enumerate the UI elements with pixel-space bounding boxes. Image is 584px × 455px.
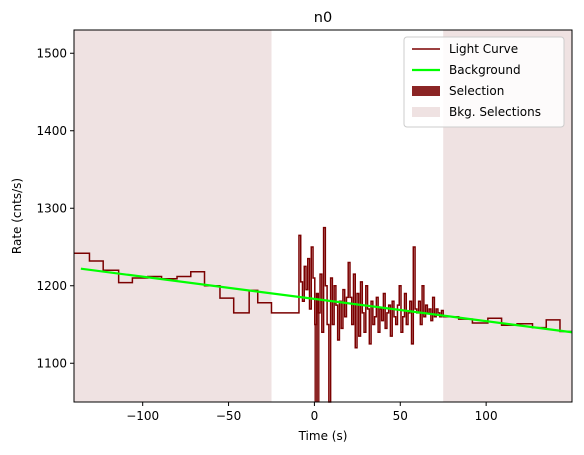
bkg-selection-region-0: [74, 30, 272, 402]
plot-frame: [73, 29, 573, 403]
legend-label-2: Selection: [449, 84, 504, 98]
legend: Light Curve Background Selection Bkg. Selec…: [403, 36, 565, 128]
y-axis-label: Rate (cnts/s): [10, 178, 24, 254]
legend-label-0: Light Curve: [449, 42, 518, 56]
x-tick-label: −50: [216, 409, 241, 423]
chart-title: n0: [314, 10, 332, 26]
y-tick-label: 1300: [36, 201, 67, 215]
legend-swatch-2: [412, 86, 440, 96]
legend-box: [403, 36, 565, 128]
y-axis-ticks: 1100 1200 1300 1400 1500: [36, 46, 74, 370]
x-tick-label: −100: [126, 409, 159, 423]
light-curve-line: [74, 226, 572, 403]
y-tick-label: 1200: [36, 279, 67, 293]
legend-label-3: Bkg. Selections: [449, 105, 541, 119]
light-curve-layer: [74, 226, 572, 403]
x-tick-label: 0: [311, 409, 319, 423]
background-layer: [80, 267, 573, 334]
x-axis-ticks: −100 −50 0 50 100: [126, 402, 498, 423]
y-tick-label: 1400: [36, 124, 67, 138]
legend-label-1: Background: [449, 63, 521, 77]
x-tick-label: 100: [475, 409, 498, 423]
y-tick-label: 1500: [36, 46, 67, 60]
legend-swatch-3: [412, 107, 440, 117]
x-axis-label: Time (s): [298, 429, 348, 443]
x-tick-label: 50: [393, 409, 408, 423]
background-line: [80, 267, 573, 334]
y-tick-label: 1100: [36, 356, 67, 370]
